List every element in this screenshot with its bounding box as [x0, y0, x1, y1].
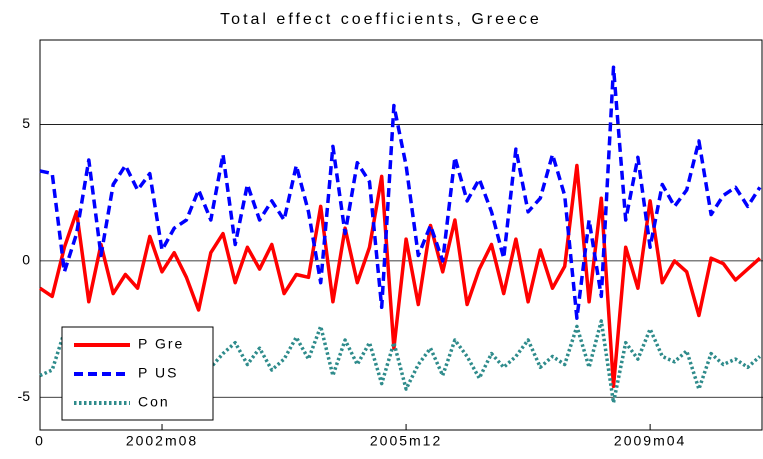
y-tick-label: 5	[22, 115, 30, 131]
legend-label: Con	[138, 394, 170, 410]
legend-label: P US	[138, 365, 178, 381]
series-line	[39, 163, 762, 389]
chart-title: Total effect coefficients, Greece	[220, 11, 542, 28]
x-tick-label: 0	[35, 433, 45, 449]
x-tick-label: 2005m12	[370, 433, 442, 449]
y-tick-label: 0	[22, 252, 30, 268]
legend: P Gre P US Con	[61, 326, 214, 421]
series-line	[39, 65, 762, 320]
legend-label: P Gre	[138, 336, 184, 352]
x-tick-label: 2002m08	[126, 433, 198, 449]
y-tick-label: -5	[18, 388, 31, 404]
x-tick-label: 2009m04	[614, 433, 686, 449]
legend-box	[61, 326, 214, 421]
plot-frame	[39, 39, 763, 431]
